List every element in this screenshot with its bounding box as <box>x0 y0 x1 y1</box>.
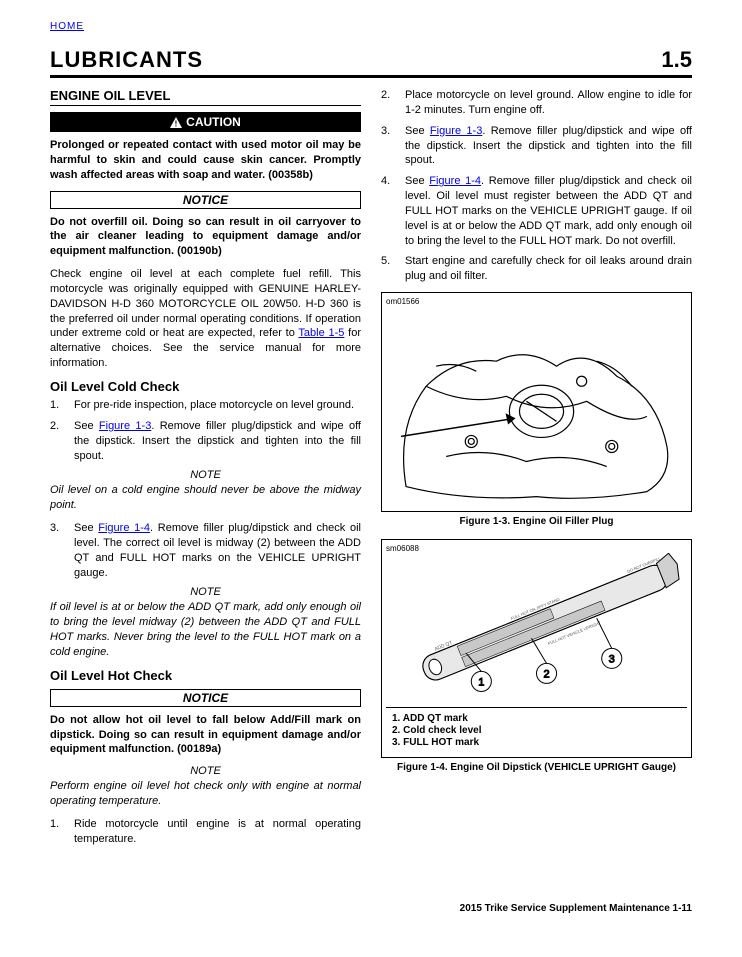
list-item: 5.Start engine and carefully check for o… <box>381 254 692 284</box>
figure-1-4-link[interactable]: Figure 1-4 <box>429 175 481 187</box>
section-heading: ENGINE OIL LEVEL <box>50 88 361 106</box>
section-number: 1.5 <box>661 47 692 73</box>
legend-item: 1. ADD QT mark <box>392 713 681 724</box>
figure-1-3-link[interactable]: Figure 1-3 <box>99 420 151 432</box>
notice-1-text: Do not overfill oil. Doing so can result… <box>50 215 361 260</box>
hot-check-steps-cont: 2.Place motorcycle on level ground. Allo… <box>381 88 692 284</box>
legend-item: 3. FULL HOT mark <box>392 737 681 748</box>
hot-check-heading: Oil Level Hot Check <box>50 668 361 683</box>
list-item: 4.See Figure 1-4. Remove filler plug/dip… <box>381 174 692 248</box>
cold-check-steps-cont: 3.See Figure 1-4. Remove filler plug/dip… <box>50 521 361 580</box>
intro-paragraph: Check engine oil level at each complete … <box>50 267 361 371</box>
svg-text:2: 2 <box>543 668 549 680</box>
figure-1-4: sm06088 ADD QT FULL HOT ON JIFFY STAND F… <box>381 539 692 759</box>
figure-1-3-caption: Figure 1-3. Engine Oil Filler Plug <box>381 516 692 527</box>
dipstick-illustration: ADD QT FULL HOT ON JIFFY STAND FULL HOT … <box>386 553 687 704</box>
list-item: 3.See Figure 1-4. Remove filler plug/dip… <box>50 521 361 580</box>
home-link[interactable]: HOME <box>50 21 84 32</box>
note-label: NOTE <box>50 765 361 777</box>
note-text: Oil level on a cold engine should never … <box>50 483 361 513</box>
left-column: ENGINE OIL LEVEL ! CAUTION Prolonged or … <box>50 88 361 853</box>
figure-1-4-caption: Figure 1-4. Engine Oil Dipstick (VEHICLE… <box>381 762 692 773</box>
list-item: 1.For pre-ride inspection, place motorcy… <box>50 398 361 413</box>
caution-banner: ! CAUTION <box>50 112 361 132</box>
table-1-5-link[interactable]: Table 1-5 <box>298 327 344 339</box>
cold-check-heading: Oil Level Cold Check <box>50 379 361 394</box>
figure-legend: 1. ADD QT mark 2. Cold check level 3. FU… <box>386 707 687 753</box>
notice-box-2: NOTICE <box>50 689 361 707</box>
svg-text:1: 1 <box>478 676 484 688</box>
page-footer: 2015 Trike Service Supplement Maintenanc… <box>50 903 692 914</box>
caution-text: Prolonged or repeated contact with used … <box>50 138 361 183</box>
list-item: 2.Place motorcycle on level ground. Allo… <box>381 88 692 118</box>
figure-1-3-link[interactable]: Figure 1-3 <box>430 125 482 137</box>
svg-text:!: ! <box>175 119 178 128</box>
page-title: LUBRICANTS <box>50 47 203 73</box>
cold-check-steps: 1.For pre-ride inspection, place motorcy… <box>50 398 361 463</box>
right-column: 2.Place motorcycle on level ground. Allo… <box>381 88 692 853</box>
legend-item: 2. Cold check level <box>392 725 681 736</box>
list-item: 3.See Figure 1-3. Remove filler plug/dip… <box>381 124 692 169</box>
figure-id: om01566 <box>386 297 687 306</box>
figure-1-3: om01566 <box>381 292 692 512</box>
note-label: NOTE <box>50 586 361 598</box>
figure-1-4-link[interactable]: Figure 1-4 <box>98 522 150 534</box>
warning-icon: ! <box>170 117 182 128</box>
notice-box-1: NOTICE <box>50 191 361 209</box>
note-text: Perform engine oil level hot check only … <box>50 779 361 809</box>
list-item: 1.Ride motorcycle until engine is at nor… <box>50 817 361 847</box>
page-title-row: LUBRICANTS 1.5 <box>50 47 692 78</box>
notice-2-text: Do not allow hot oil level to fall below… <box>50 713 361 758</box>
caution-label: CAUTION <box>186 115 241 129</box>
note-label: NOTE <box>50 469 361 481</box>
figure-id: sm06088 <box>386 544 687 553</box>
svg-text:3: 3 <box>609 653 615 665</box>
list-item: 2.See Figure 1-3. Remove filler plug/dip… <box>50 419 361 464</box>
note-text: If oil level is at or below the ADD QT m… <box>50 600 361 659</box>
engine-filler-plug-illustration <box>386 306 687 507</box>
hot-check-steps: 1.Ride motorcycle until engine is at nor… <box>50 817 361 847</box>
